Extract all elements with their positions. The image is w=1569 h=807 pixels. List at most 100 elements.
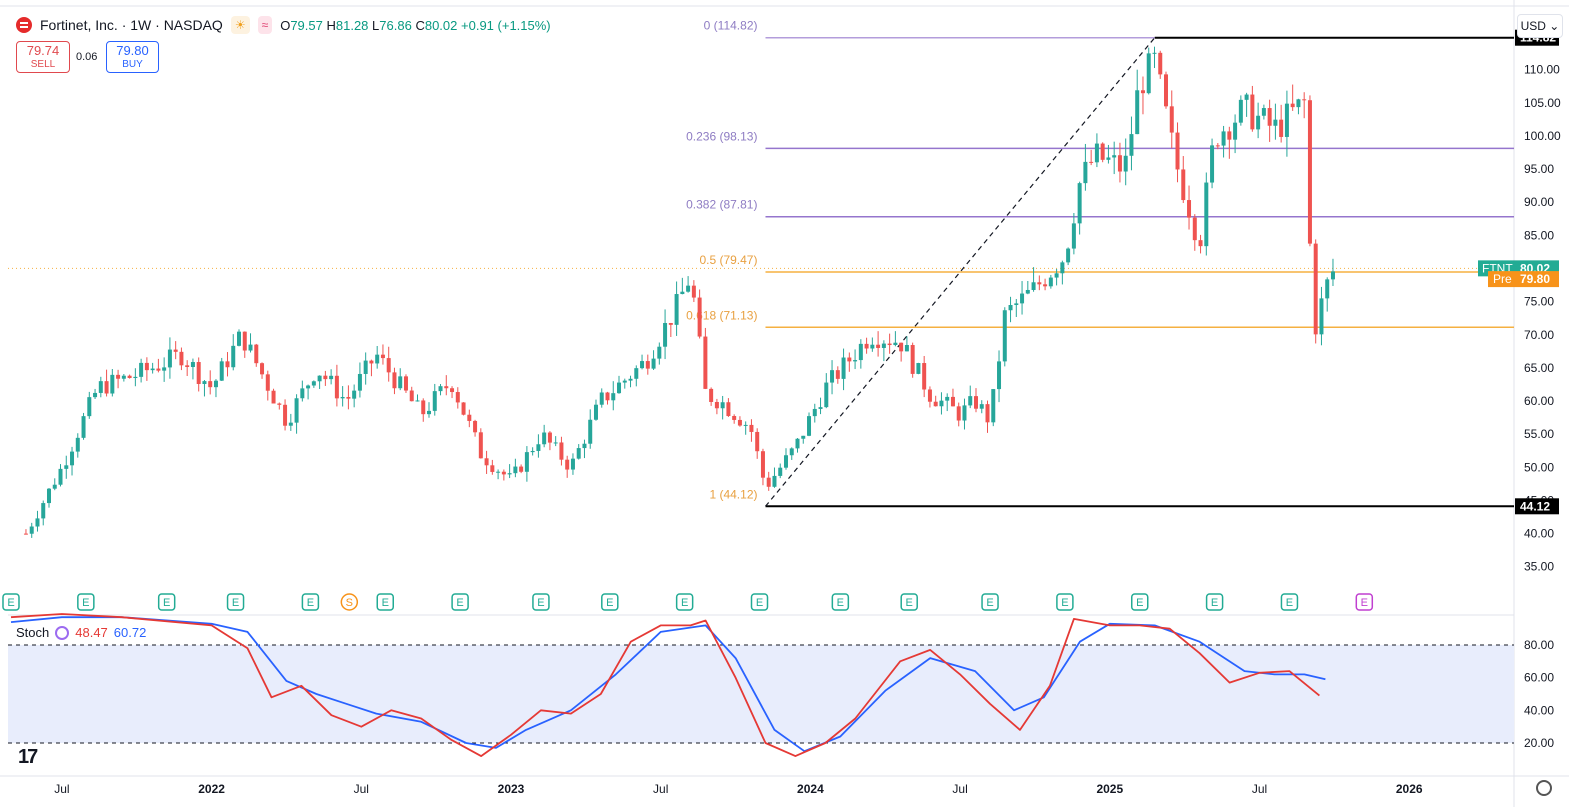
- candle-body: [340, 396, 345, 399]
- currency-selector[interactable]: USD ⌄: [1517, 14, 1563, 38]
- candle-body: [231, 345, 236, 368]
- candle-body: [1020, 293, 1025, 304]
- candle-body: [950, 396, 955, 407]
- candle-body: [1181, 169, 1186, 201]
- candle-body: [352, 390, 357, 399]
- time-tick-label: 2022: [198, 782, 225, 796]
- candle-body: [1025, 289, 1030, 294]
- candle-body: [242, 331, 247, 351]
- candle-body: [150, 368, 155, 371]
- candle-body: [853, 360, 858, 362]
- candle-body: [1290, 103, 1295, 108]
- candle-body: [444, 386, 449, 389]
- earnings-event-icon: [77, 593, 95, 611]
- candle-body: [1043, 284, 1048, 287]
- change-value: +0.91 (+1.15%): [461, 17, 551, 33]
- candle-body: [306, 385, 311, 389]
- earnings-event-icon: [301, 593, 320, 611]
- price-tick-label: 95.00: [1524, 162, 1554, 176]
- earnings-event-label: E: [1361, 597, 1368, 609]
- earnings-event-icon: [532, 593, 550, 611]
- fib-low-tag: 44.12: [1520, 499, 1550, 513]
- earnings-event-label: E: [837, 597, 844, 609]
- candle-body: [668, 322, 673, 325]
- earnings-event-icon: [1280, 593, 1299, 611]
- buy-button[interactable]: 79.80 BUY: [106, 41, 159, 73]
- candle-body: [427, 410, 432, 415]
- candle-body: [357, 373, 362, 391]
- candle-body: [110, 374, 115, 394]
- candle-body: [363, 360, 368, 374]
- candle-body: [973, 396, 978, 409]
- earnings-event-label: E: [1211, 597, 1218, 609]
- candle-body: [1330, 271, 1335, 280]
- candle-body: [876, 344, 881, 348]
- candle-body: [144, 362, 149, 371]
- fib-label: 0.5 (79.47): [699, 253, 757, 267]
- market-hours-sun-icon[interactable]: ☀: [230, 16, 250, 34]
- candle-body: [847, 357, 852, 362]
- earnings-event-icon: [1205, 593, 1224, 611]
- candle-body: [104, 381, 109, 394]
- candle-body: [1031, 282, 1036, 290]
- candle-body: [35, 518, 40, 527]
- candle-body: [317, 375, 322, 382]
- price-tick-label: 40.00: [1524, 527, 1554, 541]
- earnings-event-label: E: [1136, 597, 1143, 609]
- candle-body: [910, 345, 915, 374]
- candle-body: [565, 459, 570, 470]
- candle-body: [513, 466, 518, 474]
- earnings-event-label: E: [163, 597, 170, 609]
- buy-label: BUY: [122, 59, 143, 70]
- price-tick-label: 90.00: [1524, 195, 1554, 209]
- pre-price-tag-bg: [1515, 271, 1559, 288]
- candle-body: [858, 343, 863, 361]
- candle-body: [720, 402, 725, 409]
- candle-body: [1164, 74, 1169, 107]
- fortinet-logo-icon: [16, 17, 32, 33]
- indicator-settings-icon[interactable]: [55, 625, 70, 640]
- candle-body: [588, 419, 593, 444]
- candle-body: [1198, 240, 1203, 247]
- candle-body: [484, 458, 489, 466]
- candle-body: [962, 405, 967, 421]
- candle-body: [93, 392, 98, 398]
- buy-price: 79.80: [116, 43, 149, 58]
- earnings-event-label: E: [986, 597, 993, 609]
- candle-body: [23, 533, 28, 535]
- high-value: 81.28: [335, 17, 369, 33]
- stoch-legend[interactable]: Stoch 48.47 60.72: [16, 625, 146, 640]
- candle-body: [133, 376, 138, 379]
- candle-body: [576, 448, 581, 459]
- pre-price-tag: 79.80: [1520, 272, 1550, 286]
- candle-body: [1083, 161, 1088, 184]
- candle-body: [1129, 134, 1134, 156]
- candle-body: [807, 416, 812, 436]
- candle-body: [260, 363, 265, 375]
- candle-body: [749, 424, 754, 432]
- symbol-title[interactable]: Fortinet, Inc. · 1W · NASDAQ: [40, 17, 223, 33]
- candle-body: [1250, 94, 1255, 130]
- settings-gear-icon[interactable]: [1536, 780, 1552, 796]
- candle-body: [536, 444, 541, 451]
- candle-body: [1140, 90, 1145, 94]
- tradingview-logo-icon[interactable]: 17: [18, 746, 38, 768]
- candle-body: [1037, 282, 1042, 285]
- candle-body: [196, 362, 201, 384]
- stoch-tick-label: 20.00: [1524, 736, 1554, 750]
- close-value: 80.02: [424, 17, 458, 33]
- candle-body: [1325, 279, 1330, 299]
- candle-body: [1100, 143, 1105, 160]
- candle-body: [1273, 119, 1278, 126]
- candle-body: [743, 424, 748, 426]
- candle-body: [570, 458, 575, 470]
- data-feed-wave-icon[interactable]: ≈: [257, 16, 273, 34]
- candle-body: [991, 389, 996, 423]
- sell-button[interactable]: 79.74 SELL: [16, 41, 70, 73]
- candle-body: [547, 432, 552, 443]
- candle-body: [450, 388, 455, 393]
- candle-body: [87, 397, 92, 417]
- candle-body: [1175, 132, 1180, 170]
